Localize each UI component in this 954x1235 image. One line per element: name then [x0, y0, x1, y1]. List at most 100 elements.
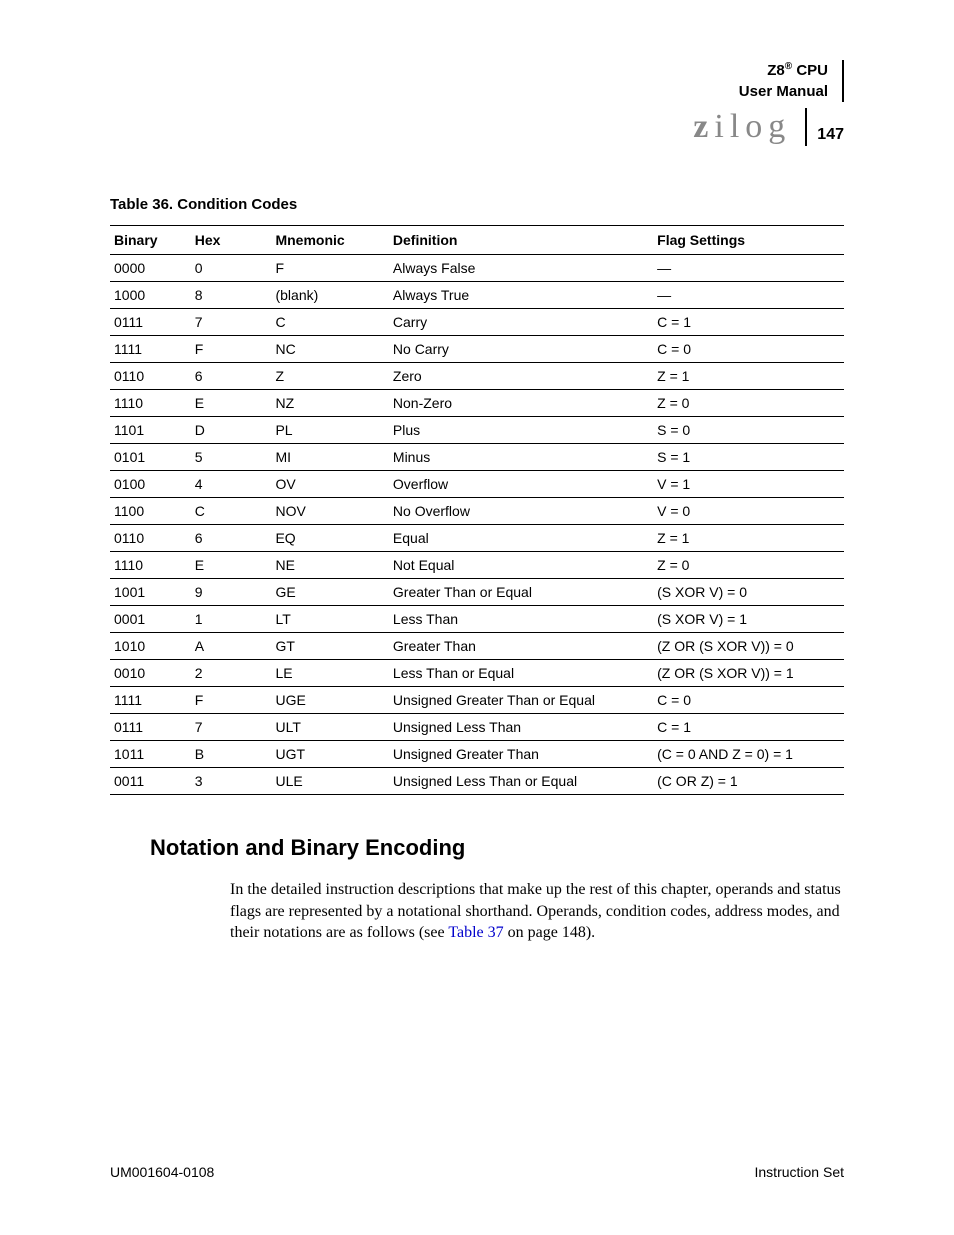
section-heading: Notation and Binary Encoding — [150, 835, 844, 861]
table-cell: B — [191, 741, 272, 768]
table-row: 1111FUGEUnsigned Greater Than or EqualC … — [110, 687, 844, 714]
table-cell: C — [191, 498, 272, 525]
table-cell: NOV — [271, 498, 388, 525]
zilog-logo: zilog — [693, 108, 807, 146]
table-cell: 6 — [191, 363, 272, 390]
table-cell: Plus — [389, 417, 653, 444]
table-row: 00113ULEUnsigned Less Than or Equal(C OR… — [110, 768, 844, 795]
table-cell: Minus — [389, 444, 653, 471]
table-body: 00000FAlways False—10008(blank)Always Tr… — [110, 255, 844, 795]
table-cell: A — [191, 633, 272, 660]
table-cell: ULE — [271, 768, 388, 795]
table-row: 00102LELess Than or Equal(Z OR (S XOR V)… — [110, 660, 844, 687]
page-header: Z8® CPU User Manual zilog 147 — [110, 60, 844, 146]
table-cell: E — [191, 390, 272, 417]
table-cell: 0111 — [110, 309, 191, 336]
table-cell: MI — [271, 444, 388, 471]
logo-row: zilog 147 — [110, 108, 844, 146]
table-cell: (S XOR V) = 1 — [653, 606, 844, 633]
table-cell: LT — [271, 606, 388, 633]
table-cell: 3 — [191, 768, 272, 795]
table-cell: 4 — [191, 471, 272, 498]
table-cell: 1101 — [110, 417, 191, 444]
table-cell: 5 — [191, 444, 272, 471]
table-cell: C = 0 — [653, 336, 844, 363]
table-cell: Less Than or Equal — [389, 660, 653, 687]
table-cell: Unsigned Greater Than — [389, 741, 653, 768]
table-cell: 1000 — [110, 282, 191, 309]
table-cell: Equal — [389, 525, 653, 552]
table-cell: Zero — [389, 363, 653, 390]
table-row: 1111FNCNo CarryC = 0 — [110, 336, 844, 363]
col-header-definition: Definition — [389, 226, 653, 255]
table-cell: 1110 — [110, 390, 191, 417]
table-cell: No Carry — [389, 336, 653, 363]
table-row: 01106EQEqualZ = 1 — [110, 525, 844, 552]
table-cell: 1 — [191, 606, 272, 633]
col-header-flags: Flag Settings — [653, 226, 844, 255]
table-cell: 8 — [191, 282, 272, 309]
table-cell: 1001 — [110, 579, 191, 606]
table-cell: UGE — [271, 687, 388, 714]
table-cell: 0110 — [110, 363, 191, 390]
table-cell: — — [653, 282, 844, 309]
table-cell: ULT — [271, 714, 388, 741]
table-cell: EQ — [271, 525, 388, 552]
section-paragraph: In the detailed instruction descriptions… — [230, 879, 844, 944]
table-row: 10019GEGreater Than or Equal(S XOR V) = … — [110, 579, 844, 606]
table-cell: PL — [271, 417, 388, 444]
table-cell: Unsigned Less Than or Equal — [389, 768, 653, 795]
table-cell: Carry — [389, 309, 653, 336]
table-cell: (C OR Z) = 1 — [653, 768, 844, 795]
table-cell: No Overflow — [389, 498, 653, 525]
table-cell: UGT — [271, 741, 388, 768]
table-row: 01015MIMinusS = 1 — [110, 444, 844, 471]
table-37-link[interactable]: Table 37 — [448, 924, 503, 941]
table-row: 01117CCarryC = 1 — [110, 309, 844, 336]
table-cell: 7 — [191, 309, 272, 336]
table-cell: Greater Than or Equal — [389, 579, 653, 606]
table-cell: Always True — [389, 282, 653, 309]
table-cell: C = 0 — [653, 687, 844, 714]
table-row: 01004OVOverflowV = 1 — [110, 471, 844, 498]
table-row: 1110ENENot EqualZ = 0 — [110, 552, 844, 579]
product-name-suffix: CPU — [792, 62, 828, 79]
table-cell: 9 — [191, 579, 272, 606]
table-cell: 1100 — [110, 498, 191, 525]
table-cell: Z — [271, 363, 388, 390]
table-cell: (S XOR V) = 0 — [653, 579, 844, 606]
table-cell: S = 0 — [653, 417, 844, 444]
table-cell: LE — [271, 660, 388, 687]
table-cell: Unsigned Greater Than or Equal — [389, 687, 653, 714]
table-cell: C = 1 — [653, 309, 844, 336]
table-cell: S = 1 — [653, 444, 844, 471]
table-row: 00011LTLess Than(S XOR V) = 1 — [110, 606, 844, 633]
table-cell: C = 1 — [653, 714, 844, 741]
table-cell: Not Equal — [389, 552, 653, 579]
table-cell: 1111 — [110, 687, 191, 714]
table-cell: NC — [271, 336, 388, 363]
table-cell: NZ — [271, 390, 388, 417]
table-row: 10008(blank)Always True— — [110, 282, 844, 309]
table-cell: Z = 1 — [653, 363, 844, 390]
table-row: 1110ENZNon-ZeroZ = 0 — [110, 390, 844, 417]
table-cell: 0010 — [110, 660, 191, 687]
table-cell: 2 — [191, 660, 272, 687]
page-number: 147 — [817, 126, 844, 146]
table-cell: 0111 — [110, 714, 191, 741]
table-cell: Non-Zero — [389, 390, 653, 417]
col-header-binary: Binary — [110, 226, 191, 255]
table-cell: E — [191, 552, 272, 579]
table-cell: F — [191, 336, 272, 363]
table-caption: Table 36. Condition Codes — [110, 196, 844, 213]
table-cell: Overflow — [389, 471, 653, 498]
table-cell: GE — [271, 579, 388, 606]
table-cell: 6 — [191, 525, 272, 552]
table-cell: OV — [271, 471, 388, 498]
table-row: 1100CNOVNo OverflowV = 0 — [110, 498, 844, 525]
table-cell: 0 — [191, 255, 272, 282]
table-cell: D — [191, 417, 272, 444]
table-row: 1010AGTGreater Than(Z OR (S XOR V)) = 0 — [110, 633, 844, 660]
table-row: 01117ULTUnsigned Less ThanC = 1 — [110, 714, 844, 741]
condition-codes-table: Binary Hex Mnemonic Definition Flag Sett… — [110, 225, 844, 795]
